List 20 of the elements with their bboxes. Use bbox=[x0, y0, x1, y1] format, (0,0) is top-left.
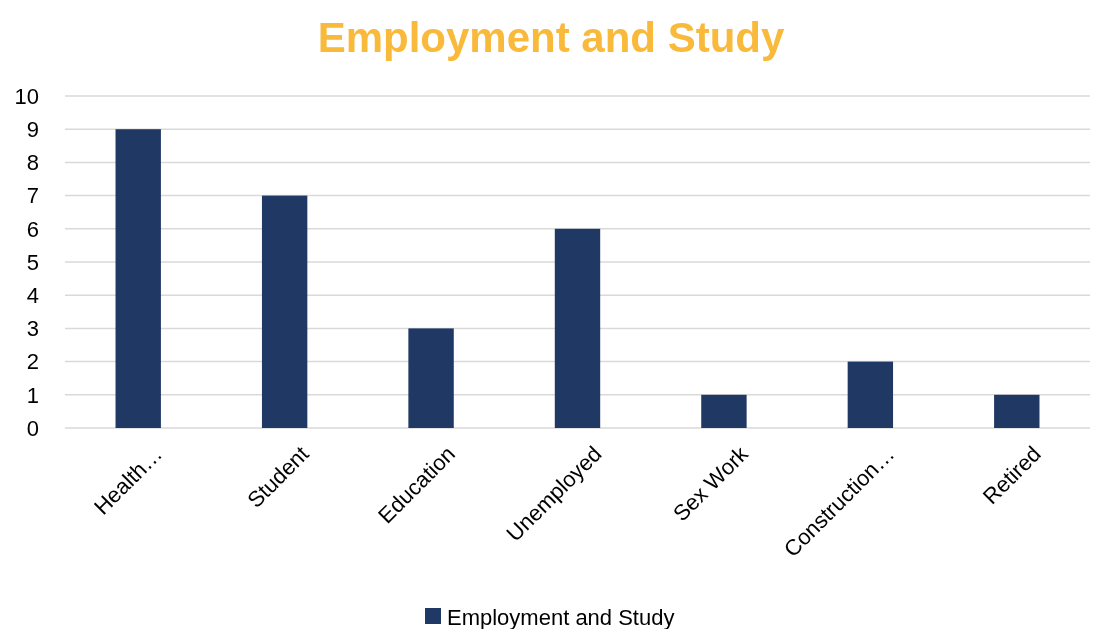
y-tick-label: 3 bbox=[26, 316, 39, 342]
y-tick-label: 10 bbox=[14, 83, 39, 109]
bar bbox=[994, 394, 1040, 428]
bar bbox=[701, 394, 747, 428]
y-tick-label: 5 bbox=[26, 249, 39, 275]
y-tick-label: 7 bbox=[26, 183, 39, 209]
chart-title: Employment and Study bbox=[317, 14, 785, 61]
y-tick-label: 1 bbox=[26, 382, 39, 408]
bar bbox=[261, 195, 308, 428]
bar bbox=[408, 328, 454, 428]
bar bbox=[554, 228, 601, 428]
y-tick-label: 8 bbox=[26, 150, 39, 176]
y-tick-label: 0 bbox=[26, 415, 39, 441]
bar bbox=[115, 129, 161, 428]
y-tick-label: 6 bbox=[26, 216, 39, 242]
y-tick-label: 2 bbox=[26, 349, 39, 375]
bar bbox=[847, 361, 894, 428]
y-tick-label: 4 bbox=[26, 282, 39, 308]
y-tick-label: 9 bbox=[26, 116, 39, 142]
legend-label: Employment and Study bbox=[447, 604, 675, 629]
